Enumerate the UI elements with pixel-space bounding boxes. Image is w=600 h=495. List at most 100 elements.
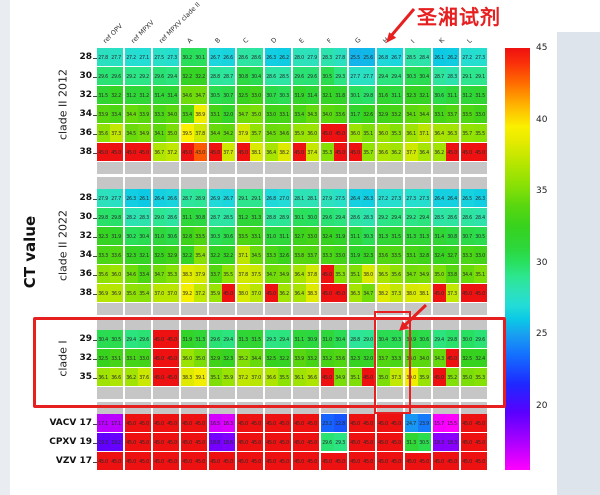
heatmap-cell: 29.4 — [278, 330, 291, 348]
heatmap-cell: 32.5 — [265, 349, 278, 367]
heatmap-cell: 33.7 — [446, 105, 459, 123]
column-header-f: F — [325, 36, 334, 45]
heatmap-cell: 34.1 — [153, 124, 166, 142]
row-label-vacv-17: VACV 17 — [49, 418, 92, 428]
heatmap-cell: 30.7 — [222, 86, 235, 104]
heatmap-cell: 45.0 — [293, 143, 306, 161]
separator-cell — [209, 318, 235, 330]
colorbar — [505, 48, 530, 470]
heatmap-cell: 31.5 — [390, 227, 403, 245]
separator-cell — [405, 387, 431, 399]
heatmap-cell: 29.4 — [418, 208, 431, 226]
heatmap-cell: 33.3 — [153, 105, 166, 123]
heatmap-cell: 34.5 — [250, 246, 263, 264]
heatmap-cell: 34.6 — [181, 86, 194, 104]
heatmap-cell: 33.5 — [194, 227, 207, 245]
heatmap-cell: 35.9 — [418, 368, 431, 386]
heatmap-cell: 31.3 — [418, 227, 431, 245]
row-tick — [93, 96, 97, 97]
heatmap-cell: 45.0 — [321, 368, 334, 386]
heatmap-cell: 29.8 — [446, 330, 459, 348]
clade-i-highlight-rect — [33, 317, 506, 408]
heatmap-cell: 33.0 — [334, 246, 347, 264]
separator-cell — [433, 318, 459, 330]
separator-cell — [97, 177, 123, 189]
heatmap-cell: 45.0 — [125, 143, 138, 161]
heatmap-cell: 36.0 — [306, 124, 319, 142]
heatmap-cell: 27.9 — [306, 48, 319, 66]
heatmap-cell: 29.3 — [334, 67, 347, 85]
separator-cell — [181, 177, 207, 189]
heatmap-cell: 37.8 — [306, 265, 319, 283]
heatmap-cell: 28.4 — [418, 48, 431, 66]
heatmap-cell: 35.9 — [293, 124, 306, 142]
column-header-c: C — [241, 36, 251, 45]
heatmap-cell: 17.1 — [97, 414, 110, 432]
row-label-32: 32 — [79, 353, 92, 363]
heatmap-cell: 32.3 — [405, 86, 418, 104]
heatmap-cell: 32.3 — [349, 349, 362, 367]
heatmap-cell: 34.4 — [209, 124, 222, 142]
heatmap-cell: 45.0 — [293, 452, 306, 470]
heatmap-cell: 32.7 — [293, 227, 306, 245]
heatmap-cell: 35.2 — [237, 349, 250, 367]
heatmap-cell: 29.4 — [222, 330, 235, 348]
heatmap-cell: 39.1 — [194, 368, 207, 386]
separator-cell — [377, 387, 403, 399]
heatmap-cell: 45.0 — [278, 414, 291, 432]
heatmap-cell: 31.6 — [377, 86, 390, 104]
heatmap-cell: 30.4 — [138, 227, 151, 245]
heatmap-cell: 34.4 — [125, 105, 138, 123]
heatmap-cell: 36.4 — [418, 143, 431, 161]
heatmap-cell: 19.2 — [110, 433, 123, 451]
heatmap-cell: 30.1 — [194, 48, 207, 66]
heatmap-cell: 31.0 — [321, 330, 334, 348]
heatmap-cell: 35.3 — [321, 143, 334, 161]
separator-cell — [209, 303, 235, 315]
heatmap-cell: 37.3 — [390, 368, 403, 386]
row-tick — [93, 77, 97, 78]
heatmap-cell: 31.3 — [405, 227, 418, 245]
row-label-36: 36 — [79, 269, 92, 279]
heatmap-cell: 31.3 — [405, 433, 418, 451]
heatmap-cell: 33.9 — [97, 105, 110, 123]
heatmap-cell: 27.3 — [418, 189, 431, 207]
heatmap-cell: 28.8 — [265, 208, 278, 226]
heatmap-cell: 27.7 — [110, 189, 123, 207]
heatmap-cell: 45.0 — [461, 414, 474, 432]
heatmap-cell: 31.4 — [153, 86, 166, 104]
heatmap-cell: 45.0 — [138, 433, 151, 451]
heatmap-cell: 37.8 — [194, 124, 207, 142]
column-header-e: E — [297, 36, 306, 45]
row-label-38: 38 — [79, 288, 92, 298]
heatmap-cell: 35.3 — [390, 124, 403, 142]
heatmap-cell: 28.5 — [433, 208, 446, 226]
heatmap-cell: 39.5 — [181, 124, 194, 142]
heatmap-cell: 37.1 — [237, 246, 250, 264]
row-label-vzv-17: VZV 17 — [55, 456, 92, 466]
heatmap-cell: 28.8 — [209, 67, 222, 85]
heatmap-cell: 35.1 — [209, 368, 222, 386]
heatmap-cell: 45.0 — [194, 452, 207, 470]
page-edge-left — [0, 0, 10, 495]
heatmap-cell: 30.5 — [110, 330, 123, 348]
heatmap-cell: 45.0 — [265, 452, 278, 470]
separator-cell — [433, 303, 459, 315]
heatmap-cell: 28.0 — [293, 48, 306, 66]
heatmap-cell: 37.4 — [306, 143, 319, 161]
row-tick — [93, 340, 97, 341]
heatmap-cell: 31.3 — [194, 330, 207, 348]
heatmap-cell: 30.8 — [237, 67, 250, 85]
row-tick — [93, 378, 97, 379]
heatmap-cell: 32.9 — [209, 349, 222, 367]
heatmap-cell: 45.0 — [181, 433, 194, 451]
heatmap-cell: 26.4 — [433, 189, 446, 207]
heatmap-cell: 36.1 — [293, 368, 306, 386]
heatmap-cell: 30.4 — [377, 330, 390, 348]
row-label-32: 32 — [79, 90, 92, 100]
heatmap-cell: 29.6 — [306, 67, 319, 85]
separator-cell — [265, 162, 291, 174]
separator-cell — [377, 177, 403, 189]
heatmap-cell: 33.0 — [306, 227, 319, 245]
separator-cell — [181, 318, 207, 330]
